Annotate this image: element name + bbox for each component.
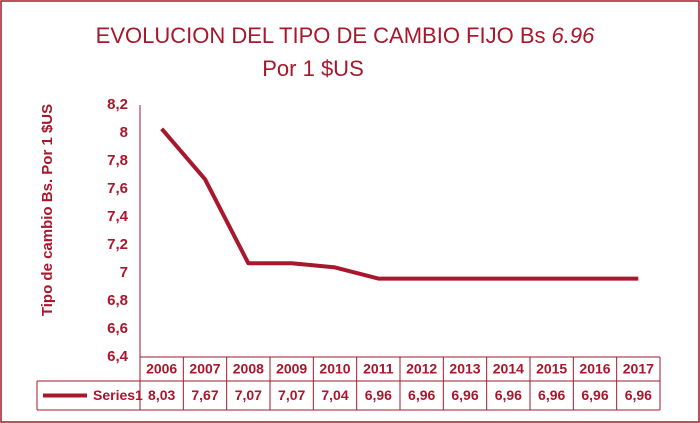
title-suffix: 6.96 xyxy=(552,23,596,48)
data-table-value: 6,96 xyxy=(625,387,652,403)
x-tick-label: 2011 xyxy=(363,361,394,377)
x-tick-label: 2010 xyxy=(319,361,350,377)
data-table-value: 6,96 xyxy=(495,387,522,403)
data-table-value: 7,04 xyxy=(321,387,348,403)
y-tick-label: 8,2 xyxy=(107,96,128,113)
y-tick-label: 6,6 xyxy=(107,320,128,337)
data-table-value: 7,67 xyxy=(191,387,218,403)
y-tick-label: 7,2 xyxy=(107,236,128,253)
data-table-value: 8,03 xyxy=(148,387,175,403)
x-tick-label: 2013 xyxy=(449,361,480,377)
y-tick-label: 7,4 xyxy=(107,208,129,225)
y-tick-label: 8 xyxy=(120,124,128,141)
data-table-value: 7,07 xyxy=(278,387,305,403)
x-tick-label: 2012 xyxy=(406,361,437,377)
x-tick-label: 2015 xyxy=(536,361,567,377)
data-table-value: 6,96 xyxy=(408,387,435,403)
x-tick-label: 2009 xyxy=(276,361,307,377)
x-tick-label: 2007 xyxy=(189,361,220,377)
x-tick-label: 2017 xyxy=(623,361,654,377)
data-line xyxy=(160,127,639,281)
y-tick-label: 7,6 xyxy=(107,180,128,197)
x-tick-label: 2016 xyxy=(579,361,610,377)
data-table-value: 7,07 xyxy=(235,387,262,403)
y-tick-label: 7 xyxy=(120,264,128,281)
y-tick-label: 6,8 xyxy=(107,292,128,309)
data-table-value: 6,96 xyxy=(365,387,392,403)
data-table-value: 6,96 xyxy=(581,387,608,403)
title-main: EVOLUCION DEL TIPO DE CAMBIO FIJO Bs xyxy=(96,23,546,48)
data-table-value: 6,96 xyxy=(451,387,478,403)
chart-title: EVOLUCION DEL TIPO DE CAMBIO FIJO Bs 6.96 xyxy=(96,23,595,48)
chart-subtitle: Por 1 $US xyxy=(262,56,364,81)
y-tick-label: 7,8 xyxy=(107,152,128,169)
x-tick-label: 2008 xyxy=(233,361,264,377)
x-tick-label: 2014 xyxy=(493,361,524,377)
data-table-value: 6,96 xyxy=(538,387,565,403)
x-tick-label: 2006 xyxy=(146,361,177,377)
y-tick-label: 6,4 xyxy=(107,348,129,365)
legend-label: Series1 xyxy=(93,387,143,403)
y-axis-label: Tipo de cambio Bs. Por 1 $US xyxy=(39,104,56,316)
